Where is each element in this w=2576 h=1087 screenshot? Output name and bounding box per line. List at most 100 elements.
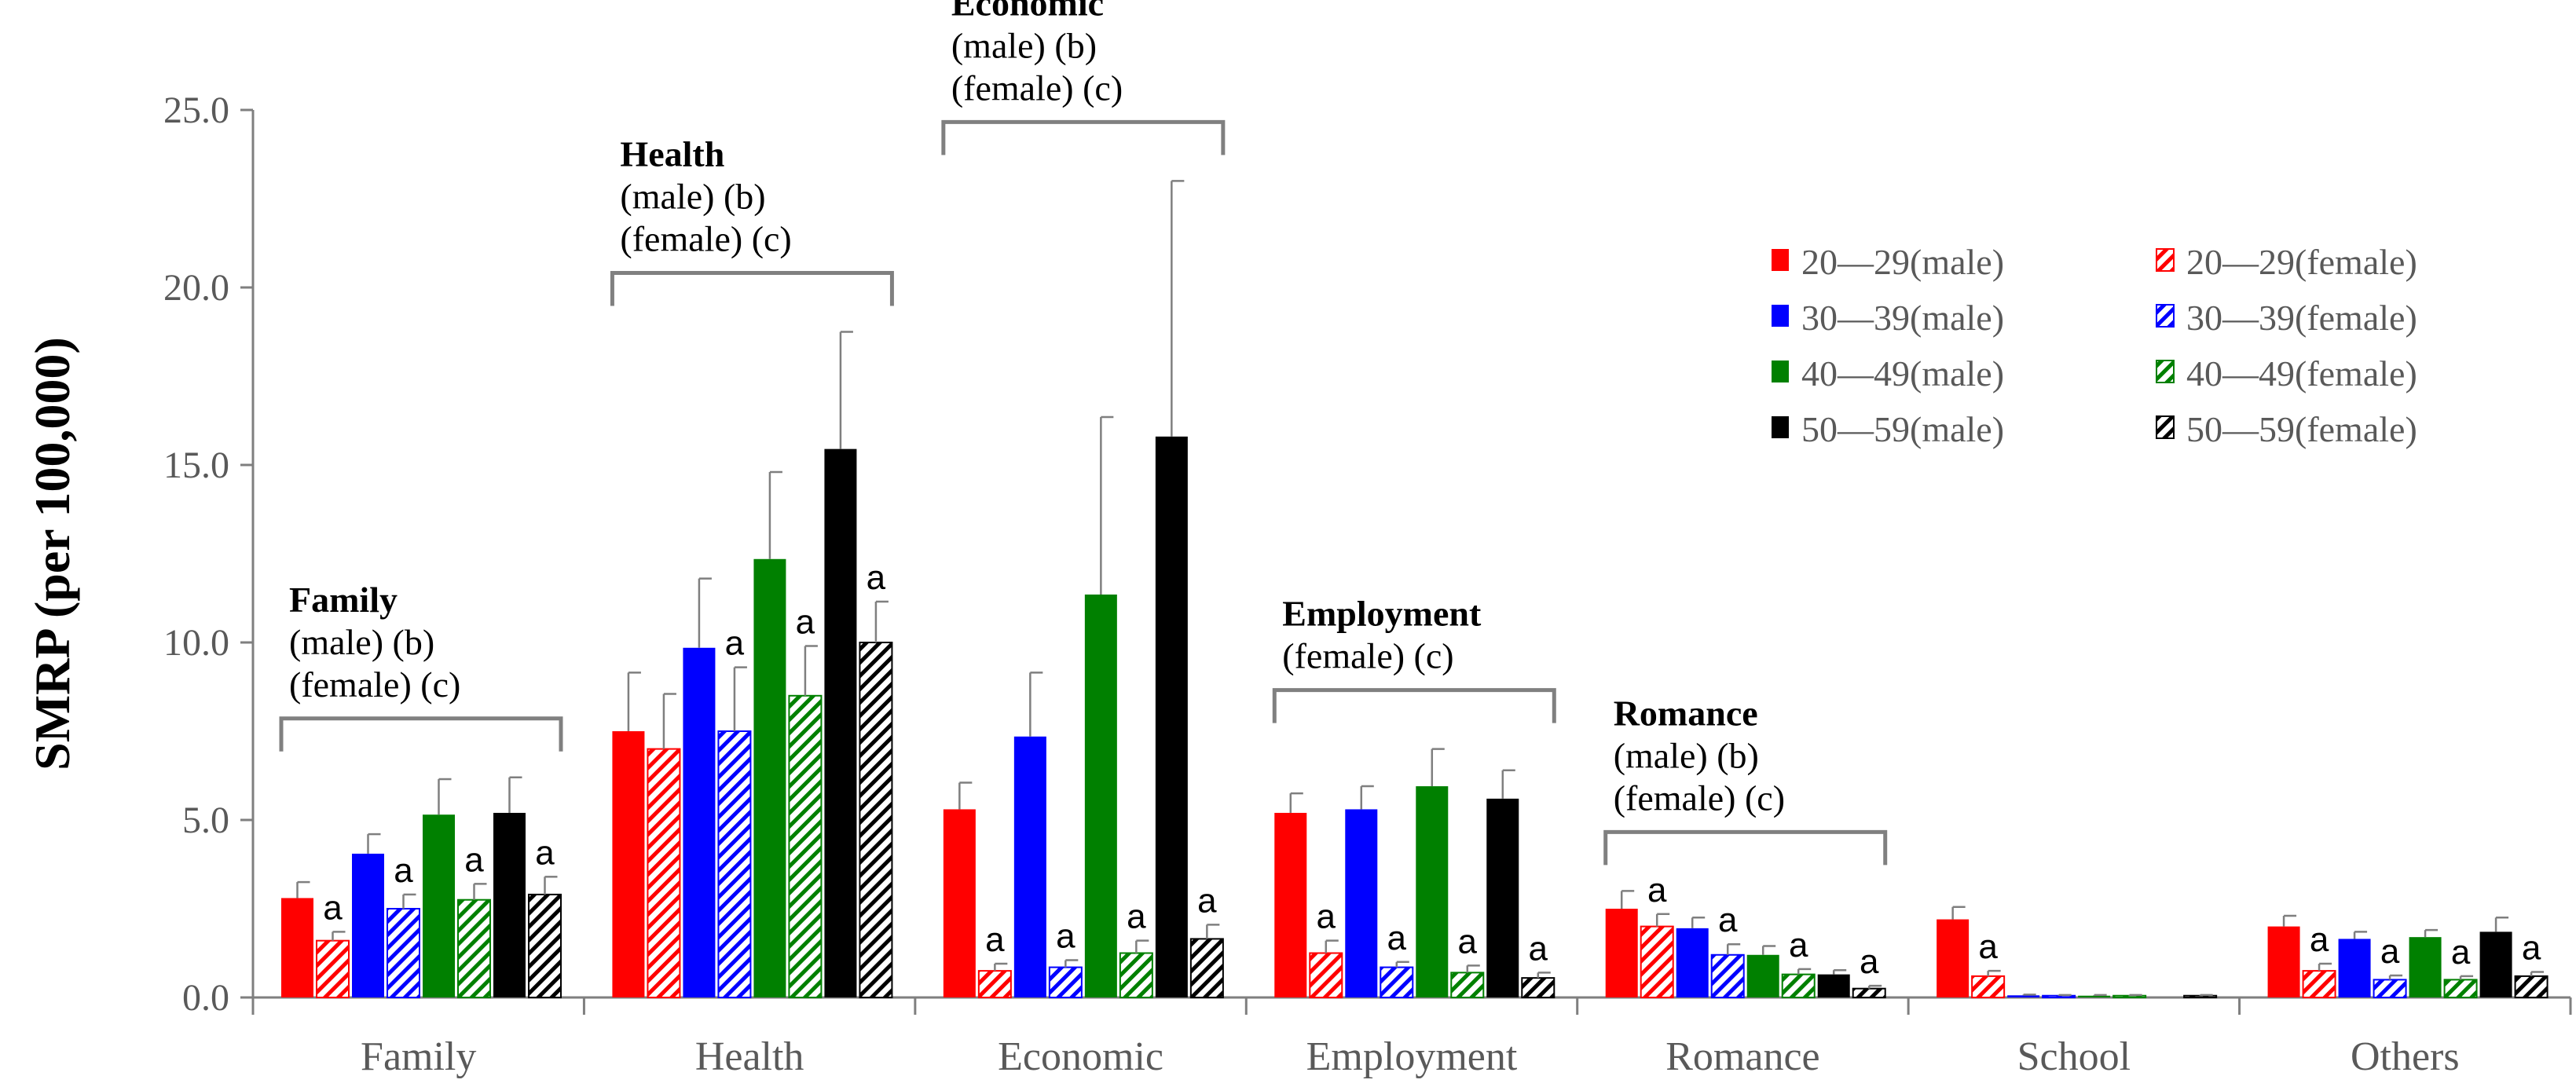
bar-health-30-male <box>683 647 716 997</box>
legend-label: 20—29(female) <box>2186 242 2417 282</box>
significance-label: a <box>2310 920 2329 959</box>
bar-employment-30-male <box>1345 809 1378 997</box>
bar-others-30-male <box>2338 939 2371 997</box>
x-category-label: Economic <box>998 1034 1163 1079</box>
bar-health-30-female <box>717 730 752 998</box>
x-category-label: School <box>2017 1034 2131 1079</box>
x-category-label: Employment <box>1306 1034 1518 1079</box>
annotation-line: (female) (c) <box>1614 778 1785 818</box>
significance-label: a <box>1197 881 1217 920</box>
bar-family-20-female <box>316 939 350 999</box>
significance-label: a <box>2451 933 2471 972</box>
bar-romance-50-female <box>1852 987 1886 998</box>
bar-school-40-male <box>2078 995 2111 997</box>
bar-economic-50-male <box>1155 436 1188 997</box>
legend-label: 30—39(female) <box>2186 298 2417 338</box>
legend-label: 30—39(male) <box>1801 298 2004 338</box>
bar-economic-20-male <box>943 809 976 997</box>
bar-health-50-male <box>824 448 857 997</box>
bar-others-50-female <box>2514 975 2549 999</box>
bar-health-50-female <box>859 642 893 998</box>
significance-label: a <box>725 624 745 663</box>
annotation-bracket <box>941 119 1226 156</box>
bar-family-40-male <box>423 814 455 997</box>
y-tick-label: 25.0 <box>163 90 229 131</box>
bar-others-30-female <box>2373 979 2407 999</box>
bar-family-30-male <box>352 853 384 997</box>
legend-swatch <box>2156 415 2175 439</box>
significance-label: a <box>1127 898 1146 936</box>
annotation-title: Employment <box>1282 594 1482 634</box>
significance-label: a <box>1529 929 1548 968</box>
bar-health-20-female <box>647 748 681 998</box>
x-category-label: Family <box>361 1034 476 1079</box>
annotation-bracket <box>1272 688 1556 723</box>
significance-label: a <box>1978 928 1998 966</box>
bar-school-30-male <box>2007 995 2040 997</box>
bar-economic-50-female <box>1189 938 1224 999</box>
annotation-bracket <box>279 716 563 752</box>
annotation-line: (female) (c) <box>620 219 791 259</box>
annotation-title: Romance <box>1614 693 1758 733</box>
bar-others-20-female <box>2302 970 2336 998</box>
bar-family-30-female <box>387 908 420 998</box>
legend-label: 50—59(male) <box>1801 409 2004 449</box>
bar-economic-40-female <box>1119 952 1153 998</box>
annotation-line: (male) (b) <box>289 622 434 662</box>
x-category-label: Health <box>695 1034 804 1079</box>
legend-swatch <box>2156 248 2175 272</box>
bar-economic-30-male <box>1013 736 1046 997</box>
legend-label: 20—29(male) <box>1801 242 2004 282</box>
bar-school-20-male <box>1937 919 1970 997</box>
annotation-bracket <box>1603 829 1888 866</box>
bar-romance-20-female <box>1640 925 1674 998</box>
legend-swatch <box>2156 360 2175 383</box>
bar-employment-40-female <box>1450 972 1485 998</box>
significance-label: a <box>867 558 886 597</box>
annotation-title: Family <box>289 580 398 620</box>
bar-others-40-female <box>2443 979 2478 999</box>
annotation-line: (female) (c) <box>951 68 1123 108</box>
bar-employment-20-female <box>1309 952 1343 998</box>
legend-label: 40—49(male) <box>1801 353 2004 393</box>
annotation-bracket <box>610 271 894 306</box>
significance-label: a <box>1056 917 1075 956</box>
x-category-label: Romance <box>1665 1034 1819 1079</box>
x-category-label: Others <box>2351 1034 2460 1079</box>
bar-health-40-female <box>788 694 823 998</box>
bar-employment-40-male <box>1416 786 1449 997</box>
legend-swatch <box>1772 361 1789 382</box>
significance-label: a <box>2380 932 2400 971</box>
significance-label: a <box>796 603 815 642</box>
y-tick-label: 0.0 <box>182 977 229 1019</box>
bar-economic-40-male <box>1084 594 1117 997</box>
bar-romance-40-male <box>1746 954 1779 997</box>
bar-school-20-female <box>1971 975 2006 999</box>
legend-label: 50—59(female) <box>2186 409 2417 449</box>
bar-others-20-male <box>2267 926 2300 997</box>
bar-employment-20-male <box>1274 812 1307 997</box>
bar-romance-20-male <box>1605 909 1638 997</box>
significance-label: a <box>323 888 343 927</box>
annotation-title: Economic <box>951 0 1104 23</box>
bar-romance-30-female <box>1710 953 1745 999</box>
significance-label: a <box>1458 922 1478 961</box>
legend-label: 40—49(female) <box>2186 353 2417 393</box>
annotation-title: Health <box>620 134 724 174</box>
significance-label: a <box>535 833 555 872</box>
bar-employment-50-female <box>1521 977 1555 999</box>
bar-employment-50-male <box>1486 798 1519 997</box>
y-axis-title: SMRP (per 100,000) <box>24 337 80 770</box>
y-tick-label: 10.0 <box>163 622 229 664</box>
legend-swatch <box>1772 249 1789 271</box>
bar-economic-20-female <box>977 970 1012 998</box>
significance-label: a <box>464 840 484 879</box>
bar-family-50-female <box>528 893 562 999</box>
significance-label: a <box>1789 926 1808 964</box>
bar-health-40-male <box>753 558 786 997</box>
significance-label: a <box>1860 942 1879 981</box>
bar-romance-50-male <box>1817 974 1850 997</box>
y-tick-label: 5.0 <box>182 800 229 841</box>
